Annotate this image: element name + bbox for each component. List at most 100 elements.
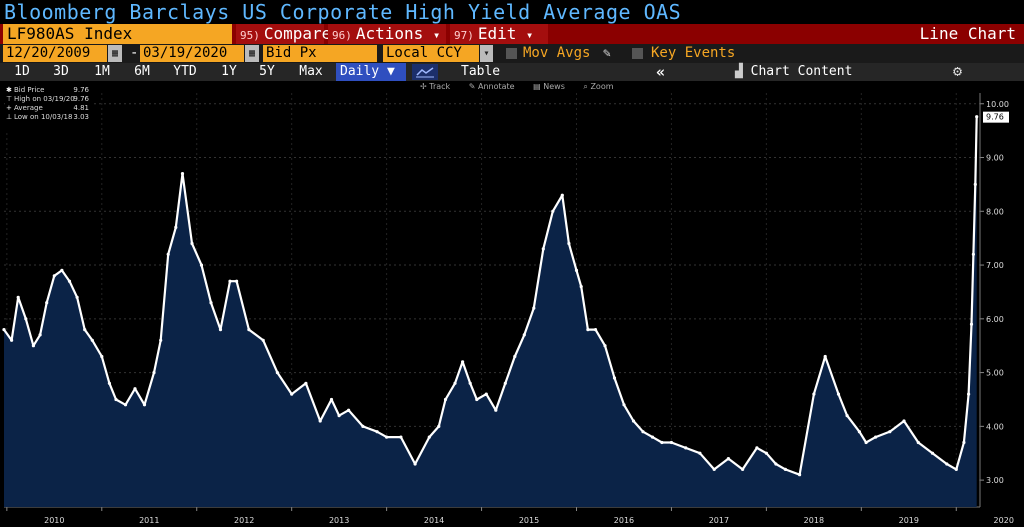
y-tick-label: 5.00 [986,369,1004,378]
chevron-down-icon[interactable]: ▾ [480,45,493,62]
data-point [67,279,72,283]
data-point [290,392,294,396]
start-date-input[interactable]: 12/20/2009 [3,45,107,62]
data-point [152,371,156,375]
period-1y[interactable]: 1Y [221,64,237,79]
data-point [75,295,79,299]
key-events-checkbox[interactable] [632,48,643,59]
data-point [427,435,431,439]
data-point [857,430,862,434]
data-point [930,451,935,455]
data-point [318,419,322,423]
data-point [24,317,28,321]
legend-row-low: ⊥ Low on 10/03/18 3.03 [5,113,91,122]
data-point [522,333,526,337]
gear-icon[interactable]: ⚙ [953,62,963,80]
data-point [484,392,488,396]
data-point [114,397,118,402]
x-tick-label: 2020 [994,516,1014,525]
news-label: News [543,82,565,91]
compare-label: Compare [263,24,332,43]
data-point [468,381,472,385]
x-tick-label: 2012 [234,516,254,525]
calendar-icon[interactable]: ▦ [108,45,122,62]
field-select[interactable]: Bid Px [263,45,377,62]
frequency-label: Daily [340,64,380,79]
data-point [513,354,517,359]
pencil-icon[interactable]: ✎ [603,46,611,61]
data-point [567,241,571,246]
mov-avgs-label: Mov Avgs [523,45,591,61]
data-point [375,430,379,434]
data-point [38,333,42,337]
table-button[interactable]: Table [461,64,501,79]
data-point [247,328,251,332]
data-point [304,381,308,385]
data-point [712,467,716,471]
data-point [399,435,403,439]
period-3d[interactable]: 3D [53,64,69,79]
data-point [453,381,457,385]
track-tool[interactable]: ✢ Track [420,82,451,91]
actions-dropdown-icon: ▾ [432,28,441,42]
chart-icon: ▟ [735,64,743,79]
ticker-field[interactable]: LF980AS Index [3,24,232,44]
data-point [641,430,645,434]
frequency-select[interactable]: Daily ▼ [336,63,406,81]
edit-label: Edit [477,24,517,43]
mov-avgs-checkbox[interactable] [506,48,517,59]
data-point [228,279,232,283]
compare-button[interactable]: 95) Compare [236,24,331,44]
period-1m[interactable]: 1M [94,64,110,79]
edit-button[interactable]: 97) Edit ▾ [450,24,548,44]
data-point [475,397,479,402]
data-point [100,354,104,359]
data-point [574,268,579,272]
data-point [603,344,607,348]
data-point [612,376,617,380]
news-tool[interactable]: ▤ News [533,82,565,91]
legend-label: High on 03/19/20 [14,95,75,103]
calendar-icon[interactable]: ▦ [245,45,259,62]
actions-button[interactable]: 96) Actions ▾ [328,24,446,44]
x-tick-label: 2018 [804,516,824,525]
period-max[interactable]: Max [299,64,323,79]
chart-content-button[interactable]: ▟ Chart Content [735,63,852,81]
period-1d[interactable]: 1D [14,64,30,79]
chart-type-label[interactable]: Line Chart [919,24,1016,43]
y-tick-label: 8.00 [986,207,1004,216]
legend-value: 3.03 [73,113,89,121]
period-5y[interactable]: 5Y [259,64,275,79]
zoom-tool[interactable]: ⌕ Zoom [583,82,614,91]
x-tick-label: 2010 [44,516,64,525]
annotate-tool[interactable]: ✎ Annotate [468,82,515,91]
line-chart[interactable]: 3.00 4.00 5.00 6.00 7.00 8.00 9.00 10.00 2010 201… [0,81,1024,527]
data-point [741,467,745,471]
data-point [209,301,213,305]
data-point [52,274,56,278]
period-ytd[interactable]: YTD [173,64,197,79]
data-point [385,435,389,439]
data-point [954,467,958,471]
period-6m[interactable]: 6M [134,64,150,79]
data-point [650,435,655,439]
data-point [945,462,949,466]
data-point [971,252,976,256]
data-point [142,403,147,407]
data-point [532,306,536,310]
y-tick-label: 9.00 [986,154,1004,163]
data-point [669,440,674,445]
data-point [83,328,87,332]
x-tick-label: 2014 [424,516,444,525]
data-point [726,457,731,461]
data-point [579,285,583,289]
data-point [199,263,204,267]
data-point [90,338,94,342]
line-chart-icon[interactable] [412,64,438,80]
data-point [31,344,35,348]
collapse-icon[interactable]: « [656,63,666,81]
end-date-input[interactable]: 03/19/2020 [140,45,244,62]
currency-select[interactable]: Local CCY [383,45,479,62]
series-area [4,116,977,507]
data-point [698,451,702,455]
